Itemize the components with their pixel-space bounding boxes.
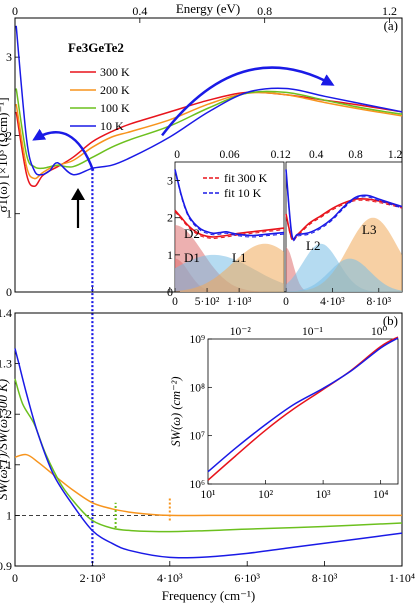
legend-entry: 100 K xyxy=(100,101,130,115)
inset-left-xtick-label: 0 xyxy=(172,296,178,308)
series-line-100K xyxy=(15,88,403,170)
inset-left-toptick-label: 0 xyxy=(174,149,180,161)
panel-b-xtick-label: 0 xyxy=(12,571,18,585)
panel-a-y-label: 2 xyxy=(6,128,12,142)
panel-a-label: (a) xyxy=(384,18,398,33)
inset-b-toptick-label: 10⁻¹ xyxy=(302,326,324,338)
panel-b-ylabel: SW(ω;T)/SW(ω;300 K) xyxy=(0,379,10,500)
inset-left-toptick-label: 0.12 xyxy=(271,149,291,161)
inset-right-fit xyxy=(285,199,403,242)
inset-b-xtick-label: 10² xyxy=(258,489,274,501)
inset-right-xtick-label: 4·10³ xyxy=(320,296,345,308)
panel-b: 0 2·10³ 4·10³ 6·10³ 8·10³ 1·10⁴ 0.9 1 1.1 1.2 1.3 1… xyxy=(0,306,415,603)
inset-b-ytick-label: 10⁷ xyxy=(189,431,205,443)
component-label: D2 xyxy=(184,226,200,241)
panel-b-y-label: 1 xyxy=(6,508,12,522)
inset-b-ytick-label: 10⁶ xyxy=(189,479,205,491)
ratio-line-200K xyxy=(14,453,402,517)
legend-entry: 200 K xyxy=(100,83,130,97)
inset-right-toptick-label: 0.8 xyxy=(348,149,363,161)
inset-b-line xyxy=(207,337,399,473)
top-axis-tick-label: 1.2 xyxy=(382,4,397,18)
series-line-10K xyxy=(15,25,403,176)
inset-right-component xyxy=(286,243,402,292)
inset-b-ytick-label: 10⁹ xyxy=(189,334,205,346)
panel-a-y-label: 1 xyxy=(6,207,12,221)
panel-b-y-label: 1.1 xyxy=(0,458,12,472)
legend-entry: 300 K xyxy=(100,65,130,79)
arrow-spectral-weight xyxy=(161,66,335,137)
inset-left-xtick-label: 1·10³ xyxy=(227,296,252,308)
inset-b: 10¹ 10² 10³ 10⁴ 10⁶ 10⁷ 10⁸ 10⁹ 10⁻² 10⁻¹ 10⁰ SW(ω)… xyxy=(169,326,399,501)
inset-b-line xyxy=(207,336,399,481)
inset-left-y-label: 1 xyxy=(167,248,173,262)
inset-right-xtick-label: 0 xyxy=(283,296,289,308)
top-axis-tick-label: 0.8 xyxy=(257,4,272,18)
inset-left-y-label: 2 xyxy=(167,211,173,225)
legend-entry: 10 K xyxy=(100,119,124,133)
inset-right: 0 4·10³ 8·10³ 0.4 0.8 1.2 L2 L3 xyxy=(283,149,402,308)
inset-right-toptick-label: 1.2 xyxy=(388,149,403,161)
component-label: L2 xyxy=(306,238,320,253)
panel-b-y-label: 0.9 xyxy=(0,559,12,573)
inset-b-toptick-label: 10⁰ xyxy=(371,326,388,338)
inset-b-frame xyxy=(207,338,399,485)
inset-legend-entry: fit 10 K xyxy=(224,186,262,200)
inset-right-toptick-label: 0.4 xyxy=(309,149,324,161)
inset-left-toptick-label: 0.06 xyxy=(219,149,239,161)
arrow-feature-head xyxy=(71,188,85,200)
inset-right-xtick-label: 8·10³ xyxy=(367,296,392,308)
inset-b-ylabel: SW(ω) (cm⁻²) xyxy=(169,376,183,446)
panel-b-y-label: 1.3 xyxy=(0,357,12,371)
top-axis-tick-label: 0 xyxy=(12,4,18,18)
panel-a-y-label: 0 xyxy=(6,285,12,299)
arrow-drude xyxy=(32,128,95,172)
inset-left-series xyxy=(174,209,285,238)
inset-right-component xyxy=(286,217,402,292)
component-label: D1 xyxy=(184,250,200,265)
panel-b-y-label: 1.4 xyxy=(0,306,12,320)
inset-right-series xyxy=(285,169,403,241)
panel-b-label: (b) xyxy=(383,313,398,328)
inset-left-y-label: 3 xyxy=(167,174,173,188)
inset-b-xtick-label: 10¹ xyxy=(201,489,217,501)
inset-legend-entry: fit 300 K xyxy=(224,171,268,185)
inset-left-y-label: 0 xyxy=(167,285,173,299)
component-label: L1 xyxy=(232,250,246,265)
panel-b-xtick-label: 1·10⁴ xyxy=(389,571,415,585)
inset-b-toptick-label: 10⁻² xyxy=(230,326,252,338)
component-label: L3 xyxy=(362,222,376,237)
panel-a-ylabel: σ1(ω) [×10³ (Ωcm)⁻¹] xyxy=(0,97,10,212)
inset-left-series xyxy=(174,169,285,237)
inset-b-ytick-label: 10⁸ xyxy=(189,382,205,394)
inset-left-fit xyxy=(174,211,285,240)
inset-b-xtick-label: 10⁴ xyxy=(373,489,389,501)
panel-b-xtick-label: 2·10³ xyxy=(80,571,106,585)
inset-b-xtick-label: 10³ xyxy=(316,489,332,501)
panel-b-xtick-label: 6·10³ xyxy=(234,571,260,585)
panel-b-frame xyxy=(14,312,403,567)
panel-b-xtick-label: 8·10³ xyxy=(312,571,338,585)
inset-left-xtick-label: 5·10² xyxy=(195,296,220,308)
inset-right-component xyxy=(286,258,402,292)
panel-b-xlabel: Frequency (cm⁻¹) xyxy=(162,588,255,603)
panel-a-y-label: 3 xyxy=(6,50,12,64)
panel-b-y-label: 1.2 xyxy=(0,407,12,421)
legend-title: Fe3GeTe2 xyxy=(68,40,124,55)
top-axis-label: Energy (eV) xyxy=(176,1,240,16)
ratio-line-10K xyxy=(14,348,403,559)
inset-left-component xyxy=(175,243,284,292)
top-axis-tick-label: 0.4 xyxy=(132,4,147,18)
panel-b-xtick-label: 4·10³ xyxy=(157,571,183,585)
